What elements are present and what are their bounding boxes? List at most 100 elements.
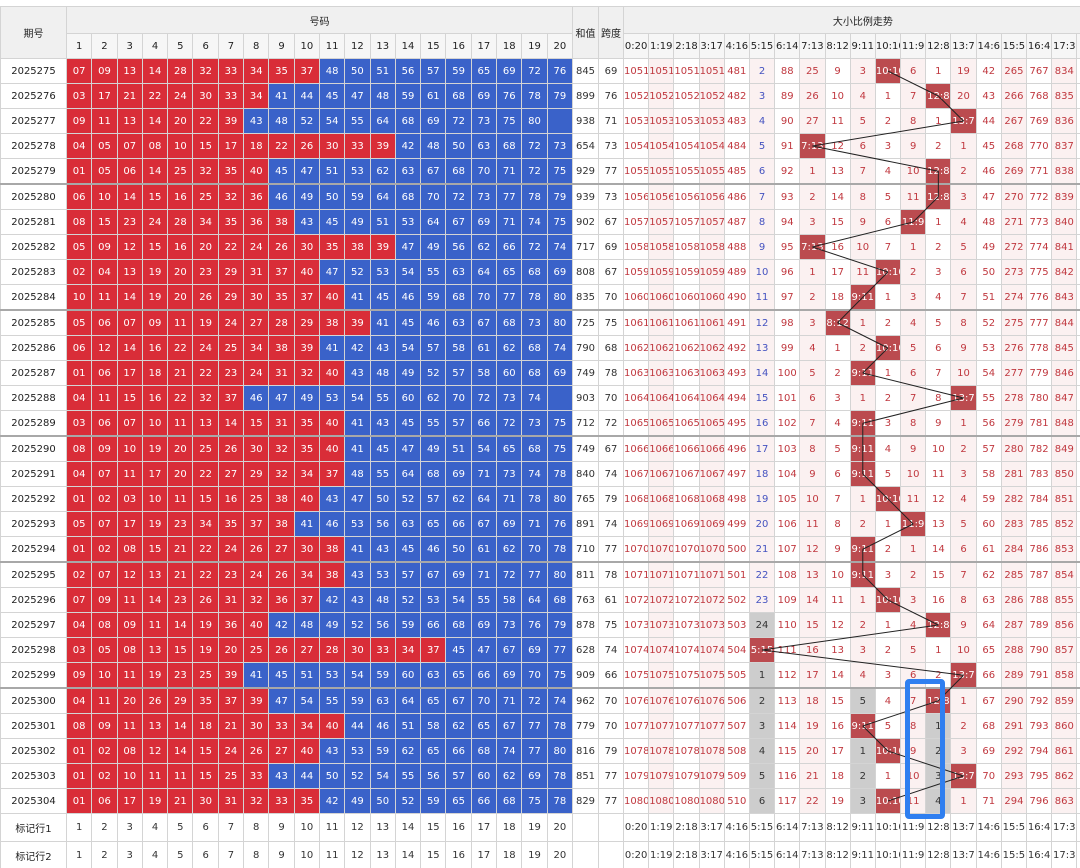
table-row[interactable]: 2025278 04 05 07 08 10 15 17 18 22 26 30 33 39 42 48 50 6… [0, 133, 1080, 159]
table-row[interactable]: 2025300 04 11 20 26 29 35 37 39 47 54 55 59 63 64 65 67 7… [0, 687, 1080, 714]
ratio-col-header[interactable]: 16:4 [1025, 33, 1053, 59]
table-row[interactable]: 2025296 07 09 11 14 23 26 31 32 36 37 42 43 48 52 53 54 5… [0, 587, 1080, 613]
table-row[interactable]: 2025294 01 02 08 15 21 22 24 26 27 30 38 41 43 45 46 50 6… [0, 536, 1080, 563]
ball-cell: 06 [91, 309, 118, 336]
table-row[interactable]: 2025299 09 10 11 19 23 25 39 41 45 51 53 54 59 60 63 65 6… [0, 662, 1080, 689]
ratio-col-header[interactable]: 11:9 [900, 33, 927, 59]
number-col-header[interactable]: 20 [546, 33, 574, 59]
ratio-col-header[interactable]: 6:14 [774, 33, 801, 59]
number-col-header[interactable]: 9 [268, 33, 295, 59]
ball-cell: 43 [369, 335, 396, 361]
number-col-header[interactable]: 16 [445, 33, 472, 59]
ball-cell: 09 [91, 435, 118, 462]
number-col-header[interactable]: 5 [167, 33, 194, 59]
issue-header[interactable]: 期号 [0, 6, 67, 59]
ratio-col-header[interactable]: 17:3 [1051, 33, 1078, 59]
number-col-header[interactable]: 8 [243, 33, 270, 59]
number-col-header[interactable]: 3 [116, 33, 143, 59]
trend-cell: 102 [774, 410, 801, 437]
number-col-header[interactable]: 15 [420, 33, 447, 59]
number-col-header[interactable]: 7 [217, 33, 245, 59]
table-row[interactable]: 2025279 01 05 06 14 25 32 35 40 45 47 51 53 62 63 67 68 7… [0, 158, 1080, 185]
table-row[interactable]: 2025282 05 09 12 15 16 20 22 24 26 30 35 38 39 47 49 56 6… [0, 234, 1080, 260]
trend-cell: 65 [975, 637, 1002, 663]
sum-header[interactable]: 和值 [572, 6, 599, 59]
table-row[interactable]: 2025292 01 02 03 10 11 15 16 25 38 40 43 47 50 52 57 62 6… [0, 486, 1080, 512]
trend-cell: 3 [950, 738, 977, 764]
ratio-col-header[interactable]: 14:6 [975, 33, 1002, 59]
table-row[interactable]: 2025295 02 07 12 13 21 22 23 24 26 34 38 43 53 57 67 69 7… [0, 561, 1080, 588]
number-col-header[interactable]: 4 [141, 33, 169, 59]
number-col-header[interactable]: 13 [369, 33, 396, 59]
number-col-header[interactable]: 17 [470, 33, 498, 59]
table-row[interactable]: 2025301 08 09 11 13 14 18 21 30 33 34 40 44 46 51 58 62 6… [0, 713, 1080, 739]
ratio-col-header[interactable]: 13:7 [950, 33, 977, 59]
trend-cell: 2 [925, 738, 952, 764]
ratio-col-header[interactable]: 1:19 [648, 33, 675, 59]
footer-ratio-cell: 2:18 [673, 841, 700, 868]
span-header[interactable]: 跨度 [598, 6, 624, 59]
ball-cell: 07 [65, 587, 93, 613]
ratio-col-header[interactable]: 5:15 [748, 33, 776, 59]
table-row[interactable]: 2025302 01 02 08 12 14 15 24 26 27 40 43 53 59 62 65 66 6… [0, 738, 1080, 764]
ratio-col-header[interactable]: 8:12 [824, 33, 851, 59]
ratio-col-header[interactable]: 10:10 [874, 33, 902, 59]
ratio-col-header[interactable]: 7:13 [799, 33, 826, 59]
number-col-header[interactable]: 11 [318, 33, 346, 59]
table-row[interactable]: 2025276 03 17 21 22 24 30 33 34 41 44 45 47 48 59 61 68 6… [0, 83, 1080, 109]
number-col-header[interactable]: 19 [521, 33, 548, 59]
table-row[interactable]: 2025290 08 09 10 19 20 25 26 30 32 35 40 41 45 47 49 51 5… [0, 435, 1080, 462]
table-row[interactable]: 2025303 01 02 10 11 11 15 25 33 43 44 50 52 54 55 56 57 6… [0, 763, 1080, 789]
table-row[interactable]: 2025280 06 10 14 15 16 25 32 36 46 49 50 59 64 68 70 72 7… [0, 183, 1080, 210]
issue-cell: 2025286 [0, 335, 67, 361]
number-col-header[interactable]: 6 [192, 33, 219, 59]
ratio-col-header[interactable]: 15:5 [1000, 33, 1028, 59]
trend-cell: 863 [1051, 788, 1078, 814]
table-row[interactable]: 2025286 06 12 14 16 22 24 25 34 38 39 41 42 43 54 57 58 6… [0, 335, 1080, 361]
table-row[interactable]: 2025281 08 15 23 24 28 34 35 36 38 43 45 49 51 53 64 67 6… [0, 209, 1080, 235]
table-row[interactable]: 2025275 07 09 13 14 28 32 33 34 35 37 48 50 51 56 57 59 6… [0, 58, 1080, 84]
table-row[interactable]: 2025304 01 06 17 19 21 30 31 32 33 35 42 49 50 52 59 65 6… [0, 788, 1080, 814]
issue-cell: 2025289 [0, 410, 67, 437]
trend-cell: 1078 [673, 738, 700, 764]
trend-cell: 1 [824, 335, 851, 361]
number-col-header[interactable]: 18 [496, 33, 523, 59]
table-row[interactable]: 2025291 04 07 11 17 20 22 27 29 32 34 37 48 55 64 68 69 7… [0, 461, 1080, 487]
trend-cell: 11 [799, 511, 826, 537]
ratio-col-header[interactable]: 0:20 [622, 33, 650, 59]
footer-number-cell: 7 [217, 813, 245, 842]
table-row[interactable]: 2025288 04 11 15 16 22 32 37 46 47 49 53 54 55 60 62 70 7… [0, 385, 1080, 411]
ball-cell: 23 [167, 511, 194, 537]
trend-cell: 1 [900, 234, 927, 260]
number-col-header[interactable]: 2 [91, 33, 118, 59]
ratio-col-header[interactable]: 9:11 [849, 33, 876, 59]
ratio-col-header[interactable]: 12:8 [925, 33, 952, 59]
trend-cell: 9 [748, 234, 776, 260]
table-row[interactable]: 2025293 05 07 17 19 23 34 35 37 38 41 46 53 56 63 65 66 6… [0, 511, 1080, 537]
table-row[interactable]: 2025289 03 06 07 10 11 13 14 15 31 35 40 41 43 45 55 57 6… [0, 410, 1080, 437]
number-col-header[interactable]: 14 [394, 33, 422, 59]
ball-cell: 33 [217, 83, 245, 109]
ratio-col-header[interactable]: 2:18 [673, 33, 700, 59]
trend-cell: 290 [1000, 687, 1028, 714]
ball-cell: 35 [217, 209, 245, 235]
table-row[interactable]: 2025298 03 05 08 13 15 19 20 25 26 27 28 30 33 34 37 45 4… [0, 637, 1080, 663]
table-row[interactable]: 2025297 04 08 09 11 14 19 36 40 42 48 49 52 56 59 66 68 6… [0, 612, 1080, 638]
number-col-header[interactable]: 10 [293, 33, 320, 59]
ball-cell: 23 [217, 561, 245, 588]
table-row[interactable]: 2025285 05 06 07 09 11 19 24 27 28 29 38 39 41 45 46 63 6… [0, 309, 1080, 336]
number-col-header[interactable]: 1 [65, 33, 93, 59]
ball-cell: 43 [293, 209, 320, 235]
table-row[interactable]: 2025287 01 06 17 18 21 22 23 24 31 32 40 43 48 49 52 57 5… [0, 360, 1080, 386]
table-row[interactable]: 2025277 09 11 13 14 20 22 39 43 48 52 54 55 64 68 69 72 7… [0, 108, 1080, 134]
ball-cell: 24 [217, 738, 245, 764]
sum-cell: 840 [572, 461, 599, 487]
table-row[interactable]: 2025284 10 11 14 19 20 26 29 30 35 37 40 41 45 46 59 68 7… [0, 284, 1080, 311]
ratio-col-header[interactable]: 4:16 [723, 33, 750, 59]
number-col-header[interactable]: 12 [344, 33, 371, 59]
ball-cell: 59 [420, 284, 447, 311]
trend-cell: 107 [774, 536, 801, 563]
ratio-col-header[interactable]: 3:17 [698, 33, 725, 59]
trend-cell: 837 [1051, 133, 1078, 159]
table-row[interactable]: 2025283 02 04 13 19 20 23 29 31 37 40 47 52 53 54 55 63 6… [0, 259, 1080, 285]
